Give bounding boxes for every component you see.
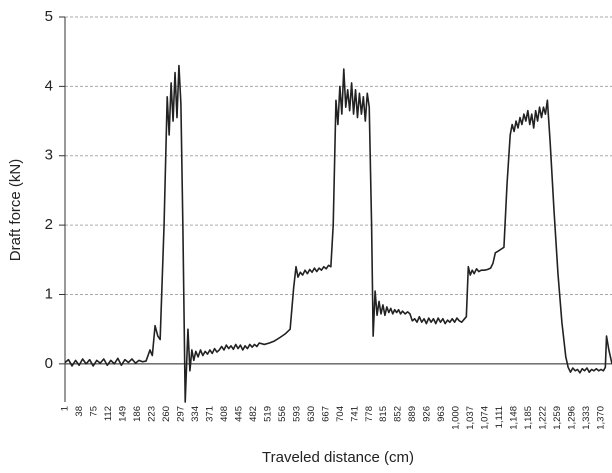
- x-tick-label: 778: [364, 406, 375, 422]
- x-tick-label: 482: [248, 406, 259, 422]
- x-tick-label: 1,074: [480, 406, 491, 430]
- x-tick-label: 889: [407, 406, 418, 422]
- x-tick-label: 1,296: [567, 406, 578, 430]
- x-tick-label: 1,333: [581, 406, 592, 430]
- x-tick-label: 1,148: [509, 406, 520, 430]
- x-tick-label: 186: [132, 406, 143, 422]
- y-tick-label: 0: [45, 355, 53, 372]
- x-tick-label: 519: [262, 406, 273, 422]
- x-tick-label: 1,259: [552, 406, 563, 430]
- y-tick-label: 4: [45, 77, 53, 94]
- x-tick-label: 1,185: [523, 406, 534, 430]
- x-tick-label: 1,037: [465, 406, 476, 430]
- x-tick-label: 260: [161, 406, 172, 422]
- x-tick-label: 149: [117, 406, 128, 422]
- y-tick-label: 1: [45, 285, 53, 302]
- x-tick-label: 223: [146, 406, 157, 422]
- x-tick-label: 926: [422, 406, 433, 422]
- x-tick-label: 112: [103, 406, 114, 421]
- y-tick-label: 5: [45, 8, 53, 25]
- x-tick-label: 1,370: [596, 406, 607, 430]
- y-tick-label: 2: [45, 216, 53, 233]
- x-tick-label: 38: [74, 406, 85, 417]
- y-tick-label: 3: [45, 147, 53, 164]
- x-tick-label: 556: [277, 406, 288, 422]
- x-tick-label: 741: [349, 406, 360, 422]
- x-tick-label: 334: [190, 406, 201, 422]
- x-tick-label: 75: [88, 406, 99, 417]
- x-tick-label: 408: [219, 406, 230, 422]
- data-line: [64, 64, 612, 403]
- x-tick-label: 630: [306, 406, 317, 422]
- x-tick-label: 1,000: [451, 406, 462, 430]
- x-tick-label: 1,111: [494, 406, 505, 428]
- x-tick-label: 815: [378, 406, 389, 422]
- x-axis-title: Traveled distance (cm): [262, 449, 414, 466]
- x-tick-label: 593: [291, 406, 302, 422]
- x-tick-label: 704: [335, 406, 346, 422]
- x-tick-label: 852: [393, 406, 404, 422]
- x-tick-label: 297: [175, 406, 186, 422]
- x-tick-label: 667: [320, 406, 331, 422]
- y-axis-title: Draft force (kN): [7, 159, 24, 262]
- x-tick-label: 445: [233, 406, 244, 422]
- x-tick-label: 1: [60, 406, 71, 411]
- x-tick-label: 963: [436, 406, 447, 422]
- x-tick-label: 371: [204, 406, 215, 422]
- x-tick-label: 1,222: [538, 406, 549, 430]
